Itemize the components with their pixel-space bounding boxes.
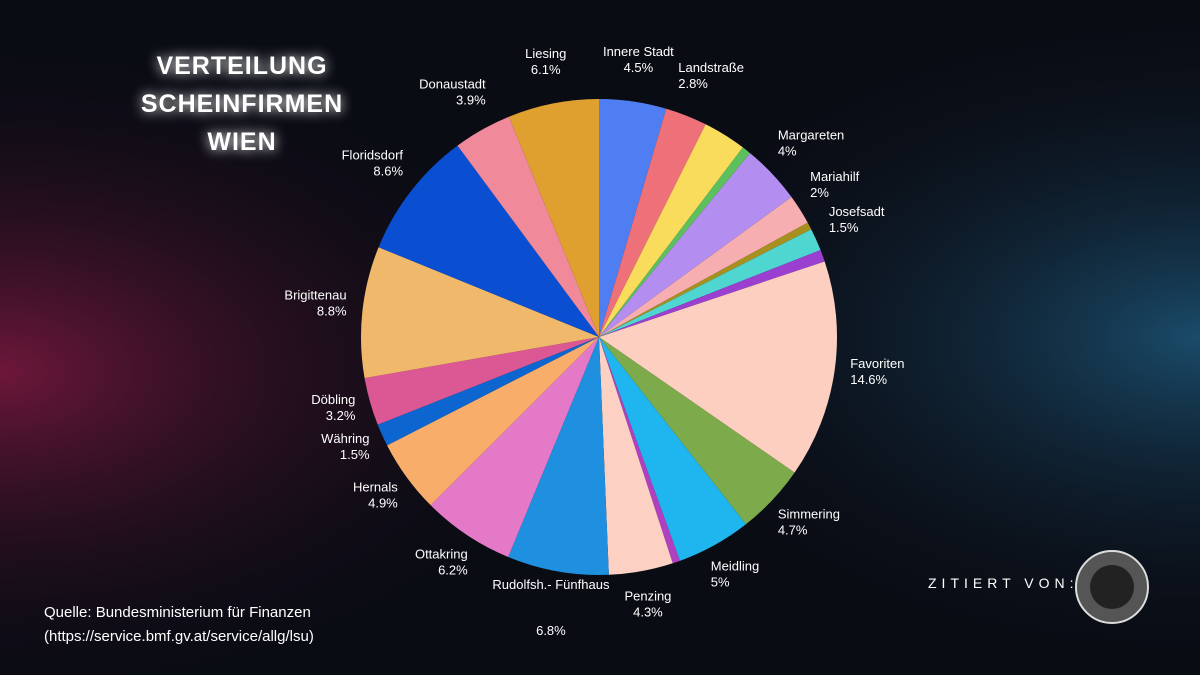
slice-label: Döbling	[311, 392, 355, 407]
title-text: VERTEILUNG SCHEINFIRMEN WIEN	[141, 52, 343, 156]
slice-value: 6.2%	[438, 563, 468, 578]
pie-slice	[508, 99, 599, 337]
pie-slice	[430, 337, 599, 557]
slice-label: Währing	[321, 431, 369, 446]
pie-slice	[599, 124, 743, 337]
source-line: (https://service.bmf.gv.at/service/allg/…	[44, 628, 314, 645]
slice-label: Favoriten	[850, 356, 904, 371]
slice-label: Innere Stadt	[603, 44, 674, 59]
slice-label: Brigittenau	[284, 288, 346, 303]
slice-label: Simmering	[778, 506, 840, 521]
pie-slice	[387, 337, 599, 506]
slice-label: Rudolfsh.- Fünfhaus	[492, 577, 610, 592]
pie-slice	[599, 108, 706, 337]
slice-value: 5%	[711, 574, 730, 589]
pie-slice	[599, 250, 825, 337]
slice-value: 6.1%	[531, 62, 561, 77]
slice-value: 4.3%	[633, 605, 663, 620]
pie-slice	[377, 337, 599, 446]
pie-slice	[599, 153, 792, 337]
slice-label: Meidling	[711, 558, 759, 573]
slice-value: 8.8%	[317, 304, 347, 319]
slice-label: Landstraße	[678, 60, 744, 75]
slice-value: 3.9%	[456, 92, 486, 107]
slice-label: Mariahilf	[810, 169, 860, 184]
slice-label: Hernals	[353, 479, 398, 494]
pie-slice	[599, 222, 812, 337]
slice-value: 14.6%	[850, 372, 887, 387]
slice-value: 4.9%	[368, 495, 398, 510]
slice-label: Penzing	[624, 589, 671, 604]
pie-slice	[599, 337, 680, 564]
slice-label: Ottakring	[415, 547, 468, 562]
slice-value: 2%	[810, 185, 829, 200]
pie-slice	[457, 116, 599, 338]
slice-value: 1.5%	[340, 447, 370, 462]
slice-label: Floridsdorf	[342, 148, 404, 163]
slice-value: 1.5%	[829, 220, 859, 235]
slice-label: Liesing	[525, 46, 566, 61]
source-line: Quelle: Bundesministerium für Finanzen	[44, 604, 311, 621]
slice-value: 4.5%	[624, 60, 654, 75]
slice-label: Donaustadt	[419, 76, 486, 91]
pie-slice	[378, 145, 599, 337]
chart-title: VERTEILUNG SCHEINFIRMEN WIEN	[141, 52, 343, 156]
pie-slice	[599, 337, 795, 525]
slice-value: 8.6%	[373, 164, 403, 179]
slice-value: 3.2%	[326, 408, 356, 423]
slice-value: 4.7%	[778, 522, 808, 537]
pie-slice	[599, 147, 751, 337]
avatar-face	[1090, 565, 1134, 609]
pie-slice	[599, 197, 808, 337]
slice-label: Margareten	[778, 128, 844, 143]
pie-slice	[599, 99, 667, 337]
pie-slice	[508, 337, 609, 575]
pie-slice	[599, 229, 821, 337]
pie-slice	[364, 337, 599, 425]
slice-label: Josefsadt	[829, 204, 885, 219]
slice-value: 2.8%	[678, 76, 708, 91]
pie-slice	[361, 247, 599, 379]
slice-value: 4%	[778, 144, 797, 159]
slice-value: 6.8%	[536, 623, 566, 638]
pie-slice	[599, 337, 673, 575]
credit: ZITIERT VON:	[928, 575, 1079, 591]
pie-slice	[599, 261, 837, 473]
pie-slice	[599, 337, 746, 561]
